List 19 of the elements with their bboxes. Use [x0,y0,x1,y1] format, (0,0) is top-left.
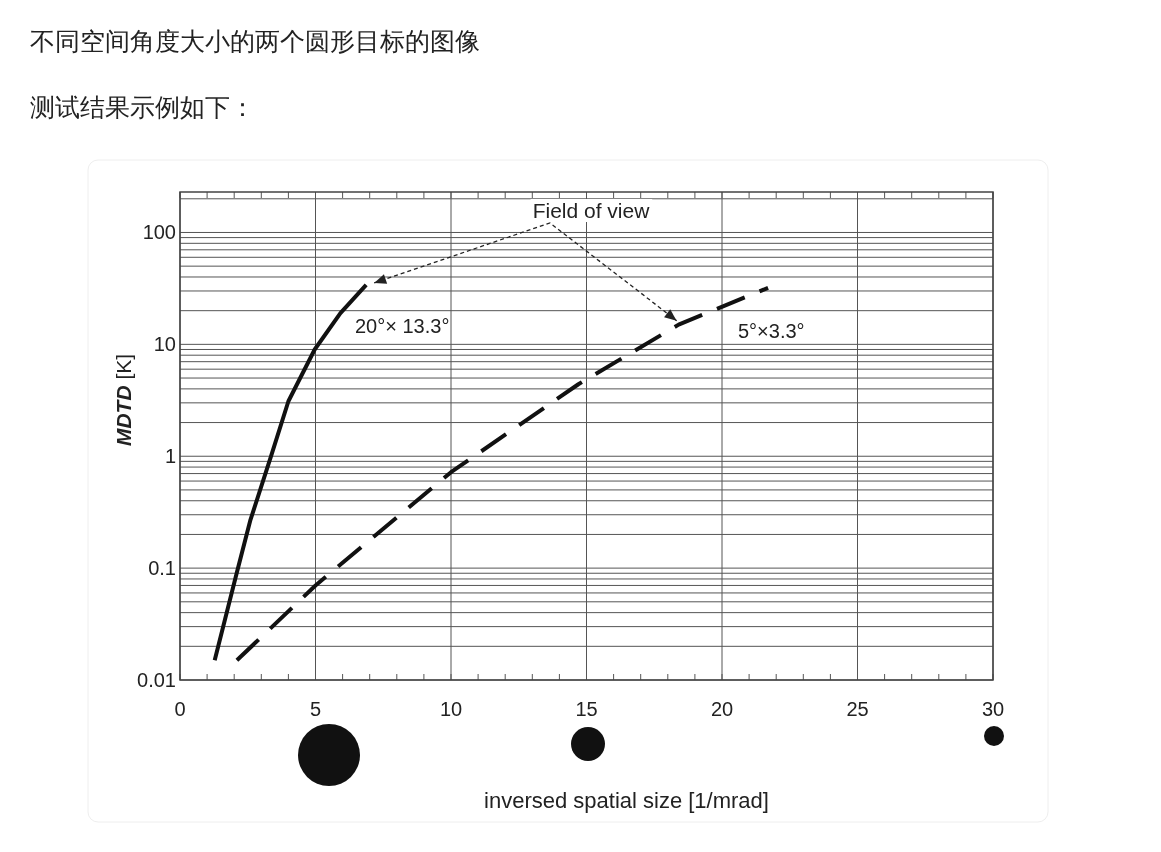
x-tick-label: 10 [439,698,463,720]
y-axis-title: MDTD [K] [112,353,135,447]
x-tick-label: 15 [575,698,598,720]
y-tick-label: 0.1 [148,557,176,580]
y-tick-label: 10 [153,333,176,356]
annotation: 20°× 13.3° [355,315,450,337]
annotation: Field of view [532,199,651,222]
x-tick-label: 20 [710,698,734,720]
y-tick-label: 1 [164,445,176,468]
y-tick-label: 100 [142,221,176,244]
x-tick-label: 30 [981,698,1005,720]
y-tick-label: 0.01 [137,669,176,691]
x-axis-title: inversed spatial size [1/mrad] [484,788,769,813]
chart-title: 不同空间角度大小的两个圆形目标的图像 [30,27,480,55]
annotation: 5°×3.3° [738,320,805,342]
x-tick-label: 5 [309,698,322,720]
x-tick-label: 25 [846,698,869,720]
x-tick-label: 0 [174,698,186,720]
chart-subtitle: 测试结果示例如下： [30,93,255,121]
